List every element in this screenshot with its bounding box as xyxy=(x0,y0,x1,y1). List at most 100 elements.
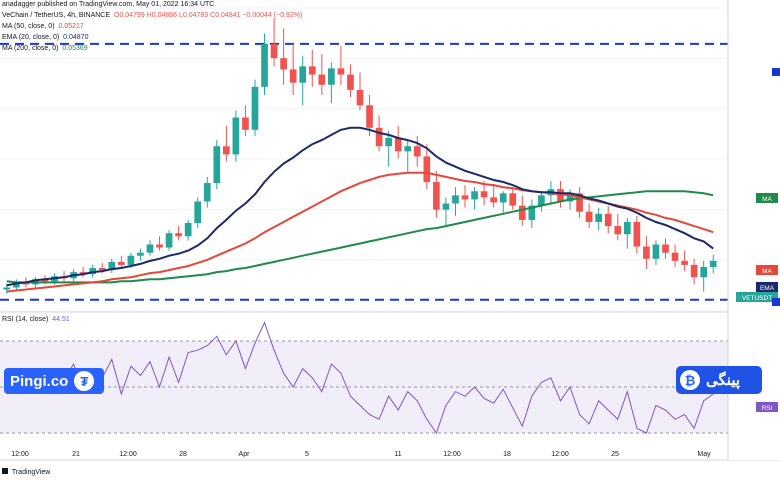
candle-body xyxy=(461,195,469,200)
candle-body xyxy=(270,43,278,59)
x-tick-label: May xyxy=(697,451,711,458)
ma50-legend: MA (50, close, 0) 0.05217 xyxy=(2,23,84,30)
rsi-legend-value: 44.51 xyxy=(52,316,70,323)
x-tick-label: 12:00 xyxy=(551,451,569,458)
candle-body xyxy=(671,252,679,261)
tether-icon: ₮ xyxy=(74,371,95,391)
candle-body xyxy=(223,146,230,155)
x-tick-label: 12:00 xyxy=(443,451,461,458)
x-tick-label: 18 xyxy=(503,451,511,458)
pingi-brand-badge: Pingi.co ₮ xyxy=(4,368,104,394)
candle-body xyxy=(480,191,488,198)
rsi-tag xyxy=(756,402,778,412)
candle-body xyxy=(79,272,87,275)
candle-body xyxy=(289,69,297,83)
x-tick-label: 21 xyxy=(72,451,80,458)
ohlc-values: O0.04799 H0.04866 L0.04783 C0.04841 −0.0… xyxy=(114,12,303,19)
candle-body xyxy=(471,191,478,200)
ema-tag xyxy=(756,282,778,292)
candle-body xyxy=(404,146,412,152)
candle-body xyxy=(184,222,192,237)
ma50-legend-label: MA (50, close, 0) xyxy=(2,23,55,30)
ma200-tag xyxy=(756,193,778,203)
candle-body xyxy=(337,68,345,75)
candle-body xyxy=(681,260,688,265)
symbol-line: VeChain / TetherUS, 4h, BINANCE O0.04799… xyxy=(2,12,302,19)
level-marker-bottom xyxy=(772,298,780,306)
candle-body xyxy=(700,267,708,278)
candle-body xyxy=(308,66,316,75)
candle-body xyxy=(623,221,631,235)
pingi-persian-badge: ₿ پینگی xyxy=(676,366,762,394)
candle-body xyxy=(490,197,497,203)
candle-body xyxy=(423,156,431,183)
candle-body xyxy=(576,193,583,212)
candlestick-series xyxy=(3,18,717,294)
candle-body xyxy=(299,66,307,83)
ma50-tag xyxy=(756,265,778,275)
candle-body xyxy=(442,203,450,210)
price-grid xyxy=(0,7,728,311)
rsi-line xyxy=(6,321,714,435)
candle-body xyxy=(98,268,106,271)
candle-body xyxy=(12,282,20,288)
ma200-legend: MA (200, close, 0) 0.05369 xyxy=(2,45,88,52)
horizontal-levels xyxy=(0,42,778,301)
axis-tags: MA MA EMA VETUSDT RSI xyxy=(736,68,780,412)
candle-body xyxy=(213,146,221,184)
candle-body xyxy=(509,193,517,206)
x-tick-label: 11 xyxy=(394,451,401,458)
candle-body xyxy=(518,205,526,220)
candle-body xyxy=(499,193,507,203)
candle-body xyxy=(538,195,545,206)
candle-body xyxy=(375,127,383,147)
x-tick-label: 25 xyxy=(611,451,619,458)
pingi-brand-text: Pingi.co xyxy=(10,372,69,390)
candle-body xyxy=(614,226,622,235)
candle-body xyxy=(385,138,392,147)
candle-body xyxy=(595,213,603,222)
ema20-legend-value: 0.04870 xyxy=(63,34,89,41)
candle-body xyxy=(347,74,354,90)
candle-body xyxy=(585,211,593,222)
rsi-levels xyxy=(0,340,728,434)
candle-body xyxy=(261,43,268,87)
symbol-tag xyxy=(736,292,778,302)
candle-body xyxy=(328,68,335,85)
ema20-legend: EMA (20, close, 0) 0.04870 xyxy=(2,34,88,41)
candle-body xyxy=(127,255,135,265)
candle-body xyxy=(633,221,641,247)
x-tick-label: 5 xyxy=(305,451,309,458)
candle-body xyxy=(652,244,660,259)
candle-body xyxy=(643,246,650,259)
rsi-legend-label: RSI (14, close) xyxy=(2,316,49,323)
candle-body xyxy=(146,244,154,253)
ma200-tag-label: MA xyxy=(762,196,772,203)
pingi-persian-text: پینگی xyxy=(706,372,741,389)
candle-body xyxy=(165,233,173,248)
ma50-tag-label: MA xyxy=(762,268,772,275)
x-tick-label: Apr xyxy=(239,451,251,458)
candle-body xyxy=(433,182,440,210)
candle-body xyxy=(137,252,144,256)
candle-body xyxy=(452,195,459,204)
candle-body xyxy=(318,74,326,85)
rsi-tag-label: RSI xyxy=(762,405,773,412)
publish-line: anadagger published on TradingView.com, … xyxy=(2,1,215,8)
candle-body xyxy=(394,138,402,152)
x-tick-label: 28 xyxy=(179,451,187,458)
candle-body xyxy=(242,117,249,130)
candle-body xyxy=(528,205,536,220)
candle-body xyxy=(203,183,211,202)
candle-body xyxy=(690,264,698,278)
indicator-lines xyxy=(6,126,714,293)
candle-body xyxy=(662,244,669,253)
ema-tag-label: EMA xyxy=(760,285,775,292)
ema20-line xyxy=(6,126,714,287)
level-marker-top xyxy=(772,68,780,76)
candle-body xyxy=(566,193,574,202)
candle-body xyxy=(194,201,202,223)
candle-body xyxy=(41,279,49,282)
